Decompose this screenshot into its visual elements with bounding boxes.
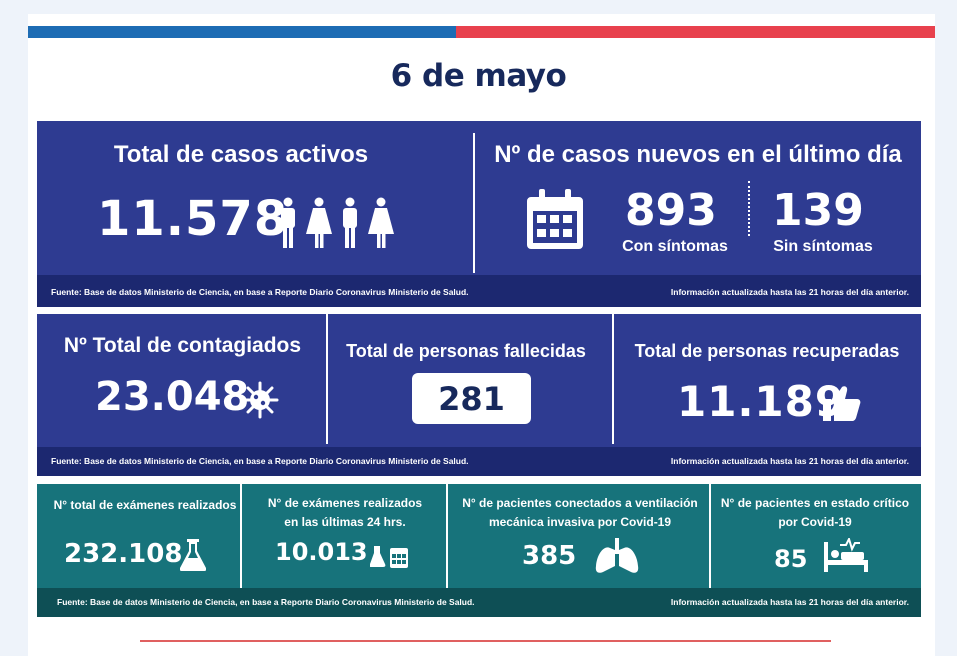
panel-divider bbox=[473, 133, 475, 273]
new-symptomatic-value: 893 bbox=[625, 185, 717, 236]
recovered-value: 11.189 bbox=[677, 377, 846, 426]
panel-totals: Nº Total de contagiados 23.048 Total de … bbox=[37, 314, 921, 476]
thumbs-up-icon bbox=[823, 386, 861, 421]
critical-title-line1: N° de pacientes en estado crítico bbox=[720, 496, 910, 510]
deceased-title: Total de personas fallecidas bbox=[346, 341, 586, 361]
exams-24h-title-line1: N° de exámenes realizados bbox=[267, 496, 423, 510]
exams-total-title: N° total de exámenes realizados bbox=[53, 498, 237, 512]
infected-title: Nº Total de contagiados bbox=[63, 334, 302, 357]
update-note: Información actualizada hasta las 21 hor… bbox=[670, 287, 909, 297]
exams-24h-title-line2: en las últimas 24 hrs. bbox=[284, 515, 406, 529]
report-date: 6 de mayo bbox=[390, 58, 567, 94]
hospital-bed-icon bbox=[824, 538, 868, 572]
panel-exams-and-patients: N° total de exámenes realizados 232.108 … bbox=[37, 484, 921, 617]
infected-value: 23.048 bbox=[95, 374, 250, 420]
people-icon bbox=[281, 197, 394, 248]
update-note: Información actualizada hasta las 21 hor… bbox=[670, 597, 909, 607]
flask-calendar-icon bbox=[370, 546, 408, 568]
calendar-icon bbox=[527, 189, 583, 249]
panel-divider bbox=[446, 484, 448, 588]
new-asymptomatic-value: 139 bbox=[772, 185, 864, 236]
panel-divider bbox=[326, 314, 328, 444]
deceased-value-box: 281 bbox=[412, 373, 531, 424]
update-note: Información actualizada hasta las 21 hor… bbox=[670, 456, 909, 466]
exams-24h-value: 10.013 bbox=[275, 538, 368, 566]
deceased-value: 281 bbox=[438, 379, 505, 418]
active-cases-title: Total de casos activos bbox=[113, 141, 369, 168]
new-symptomatic-label: Con síntomas bbox=[622, 238, 728, 255]
lungs-icon bbox=[595, 538, 639, 573]
panel-divider bbox=[612, 314, 614, 444]
ventilated-title-line1: N° de pacientes conectados a ventilación bbox=[462, 496, 698, 510]
panel-active-and-new-cases: Total de casos activos 11.578 Nº de caso… bbox=[37, 121, 921, 307]
new-cases-title: Nº de casos nuevos en el último día bbox=[494, 141, 902, 168]
flask-icon bbox=[180, 539, 206, 571]
source-note: Fuente: Base de datos Ministerio de Cien… bbox=[51, 456, 469, 466]
panel-footer: Fuente: Base de datos Ministerio de Cien… bbox=[37, 588, 921, 617]
panel-footer: Fuente: Base de datos Ministerio de Cien… bbox=[37, 447, 921, 476]
virus-icon bbox=[241, 381, 279, 419]
active-cases-value: 11.578 bbox=[97, 191, 289, 247]
source-note: Fuente: Base de datos Ministerio de Cien… bbox=[57, 597, 475, 607]
source-note: Fuente: Base de datos Ministerio de Cien… bbox=[51, 287, 469, 297]
dotted-divider bbox=[748, 181, 750, 236]
new-asymptomatic-label: Sin síntomas bbox=[773, 238, 873, 255]
recovered-title: Total de personas recuperadas bbox=[634, 341, 900, 361]
flag-stripe-red bbox=[456, 26, 935, 38]
bottom-divider-line bbox=[140, 640, 831, 642]
critical-title-line2: por Covid-19 bbox=[778, 515, 852, 529]
exams-total-value: 232.108 bbox=[64, 539, 183, 569]
flag-stripe-blue bbox=[28, 26, 456, 38]
panel-divider bbox=[709, 484, 711, 588]
ventilated-title-line2: mecánica invasiva por Covid-19 bbox=[488, 515, 672, 529]
panel-footer: Fuente: Base de datos Ministerio de Cien… bbox=[37, 275, 921, 307]
ventilated-value: 385 bbox=[522, 541, 577, 571]
panel-divider bbox=[240, 484, 242, 588]
critical-value: 85 bbox=[774, 545, 808, 573]
